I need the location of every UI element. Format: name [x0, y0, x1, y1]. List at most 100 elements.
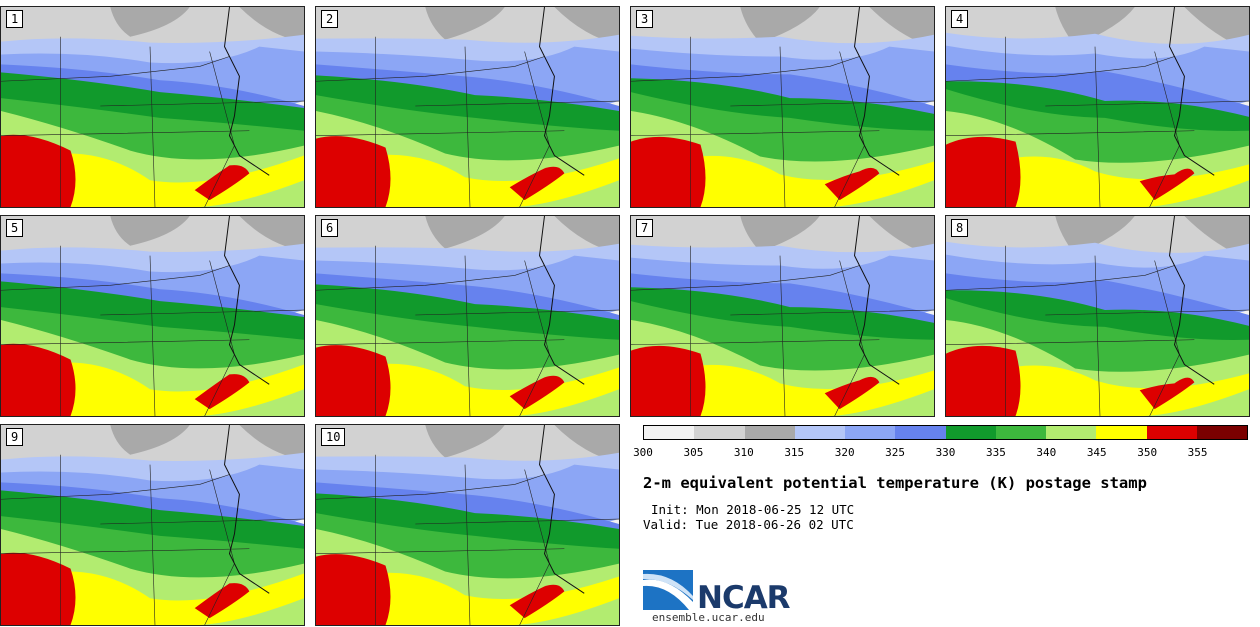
political-boundaries: [1, 216, 304, 416]
band-310-east: [554, 216, 619, 254]
political-boundaries: [1, 7, 304, 207]
colorbar-tick-label: 320: [834, 446, 855, 459]
band-345: [355, 363, 619, 416]
band-345: [985, 365, 1249, 416]
colorbar-segment: [995, 426, 1046, 439]
ensemble-member-panel: 6: [315, 215, 620, 417]
colorbar-segment: [1046, 426, 1097, 439]
colorbar-segment: [794, 426, 845, 439]
colorbar-segment: [1146, 426, 1197, 439]
colorbar-tick-label: 340: [1036, 446, 1057, 459]
band-310: [425, 216, 505, 249]
colorbar-segment: [945, 426, 996, 439]
band-310-east: [239, 216, 304, 251]
band-310: [110, 216, 190, 246]
colorbar-tick-label: 325: [885, 446, 906, 459]
member-number: 8: [951, 219, 969, 237]
band-345: [355, 572, 619, 625]
political-boundaries: [316, 7, 619, 207]
colorbar-tick-label: 315: [784, 446, 805, 459]
band-350-west: [316, 345, 391, 416]
band-350-east: [1139, 168, 1195, 201]
band-350-west: [946, 136, 1021, 207]
band-350-west: [316, 554, 391, 625]
political-boundaries: [316, 425, 619, 625]
ensemble-member-panel: 3: [630, 6, 935, 208]
colorbar-ticks: 300 305 310 315 320 325 330 335 340 345 350 355: [633, 446, 1248, 460]
ensemble-member-panel: 1: [0, 6, 305, 208]
band-310: [110, 7, 190, 37]
band-345: [670, 364, 934, 416]
ensemble-member-panel: 8: [945, 215, 1250, 417]
band-310-east: [869, 7, 934, 48]
band-345: [40, 362, 304, 416]
colorbar-segment: [744, 426, 795, 439]
member-number: 3: [636, 10, 654, 28]
band-310-east: [554, 425, 619, 463]
band-310: [425, 425, 505, 458]
band-350-east: [194, 374, 250, 410]
band-350-east: [824, 167, 880, 201]
colorbar-tick-label: 335: [985, 446, 1006, 459]
band-345: [40, 153, 304, 207]
colorbar-tick-label: 310: [733, 446, 754, 459]
band-350-west: [1, 552, 76, 625]
band-350-east: [194, 165, 250, 201]
colorbar-segment: [1196, 426, 1247, 439]
band-350-west: [631, 345, 706, 416]
figure-title: 2-m equivalent potential temperature (K)…: [643, 474, 1147, 492]
ensemble-member-panel: 7: [630, 215, 935, 417]
ensemble-member-panel: 5: [0, 215, 305, 417]
band-350-west: [631, 136, 706, 207]
band-350-west: [316, 136, 391, 207]
logo-url: ensemble.ucar.edu: [652, 611, 765, 624]
member-number: 7: [636, 219, 654, 237]
member-number: 5: [6, 219, 24, 237]
member-number: 9: [6, 428, 24, 446]
band-350-east: [194, 583, 250, 619]
band-310: [110, 425, 190, 455]
band-350-east: [1139, 377, 1195, 410]
member-number: 6: [321, 219, 339, 237]
colorbar-tick-label: 330: [935, 446, 956, 459]
ensemble-member-panel: 4: [945, 6, 1250, 208]
political-boundaries: [946, 216, 1249, 416]
init-time: Init: Mon 2018-06-25 12 UTC: [651, 502, 855, 517]
band-350-east: [509, 375, 565, 410]
band-350-east: [509, 584, 565, 619]
band-310: [425, 7, 505, 40]
member-number: 10: [321, 428, 346, 446]
colorbar-segment: [845, 426, 896, 439]
ensemble-member-panel: 2: [315, 6, 620, 208]
band-310: [740, 7, 820, 43]
band-310-east: [239, 425, 304, 460]
band-345: [355, 154, 619, 207]
colorbar-segment: [644, 426, 695, 439]
band-350-east: [824, 376, 880, 410]
band-310-east: [869, 216, 934, 257]
band-345: [670, 155, 934, 207]
valid-time: Valid: Tue 2018-06-26 02 UTC: [643, 517, 854, 532]
ensemble-member-panel: 10: [315, 424, 620, 626]
band-310: [740, 216, 820, 252]
band-310-east: [554, 7, 619, 45]
political-boundaries: [316, 216, 619, 416]
political-boundaries: [946, 7, 1249, 207]
band-345: [40, 571, 304, 625]
band-350-west: [946, 345, 1021, 416]
colorbar: [643, 425, 1248, 440]
political-boundaries: [631, 216, 934, 416]
band-350-east: [509, 166, 565, 201]
colorbar-segment: [1096, 426, 1147, 439]
colorbar-tick-label: 300: [633, 446, 653, 459]
colorbar-segment: [895, 426, 946, 439]
band-350-west: [1, 343, 76, 416]
member-number: 4: [951, 10, 969, 28]
member-number: 2: [321, 10, 339, 28]
colorbar-tick-label: 355: [1187, 446, 1208, 459]
ensemble-member-panel: 9: [0, 424, 305, 626]
logo-text: NCAR: [697, 580, 791, 616]
ncar-logo-icon: [643, 570, 693, 610]
political-boundaries: [631, 7, 934, 207]
colorbar-tick-label: 350: [1137, 446, 1158, 459]
